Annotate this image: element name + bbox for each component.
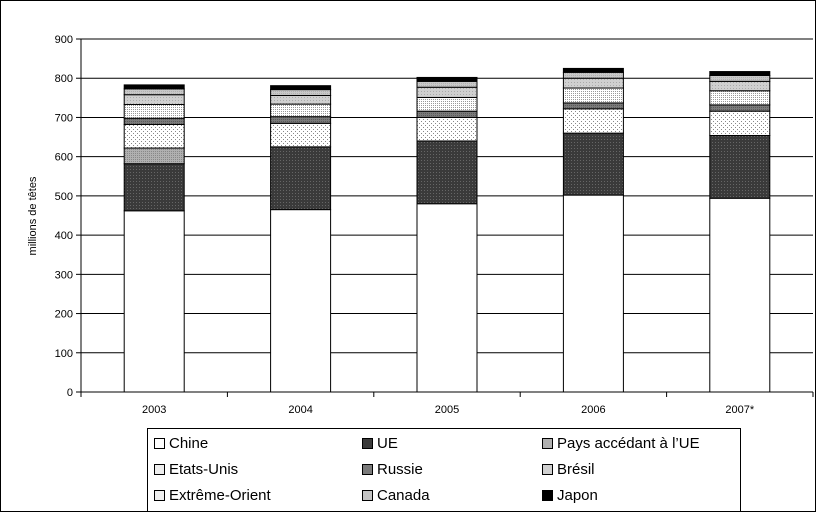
y-tick-labels: 0 100 200 300 400 500 600 700 800 900	[55, 34, 73, 399]
bar-segment-japon-2004	[270, 85, 332, 91]
legend-swatch	[154, 489, 165, 501]
bar-segment-russie-2007	[709, 104, 771, 112]
bar-segment-extr-me-orient-2004	[270, 103, 332, 118]
legend-swatch	[542, 437, 553, 449]
y-tick-label: 800	[55, 73, 73, 85]
legend-swatch	[154, 437, 165, 449]
legend-item: Japon	[542, 485, 598, 505]
legend-label: UE	[377, 434, 398, 452]
bar-segment-ue-2007	[709, 134, 771, 199]
y-tick-label: 100	[55, 348, 73, 360]
legend-swatch	[542, 463, 553, 475]
bar-segment-etats-unis-2005	[416, 116, 478, 142]
x-tick-labels: 2003 2004 2005 2006 2007*	[142, 404, 755, 416]
bar-segment-etats-unis-2004	[270, 122, 332, 148]
legend-item: Chine	[154, 433, 208, 453]
bar-segment-br-sil-2004	[270, 94, 332, 105]
bar-segment-chine-2004	[270, 209, 332, 393]
bar-segment-pays-acc-dant-l-ue-2003	[123, 147, 185, 165]
legend-label: Russie	[377, 460, 423, 478]
bar-segment-russie-2004	[270, 116, 332, 124]
bar-segment-extr-me-orient-2007	[709, 90, 771, 106]
y-tick-label: 300	[55, 269, 73, 281]
legend-item: UE	[362, 433, 398, 453]
bar-segment-canada-2005	[416, 80, 478, 88]
bar-segment-br-sil-2003	[123, 94, 185, 106]
bar-segment-canada-2006	[562, 71, 624, 79]
y-axis-label: millions de têtes	[27, 176, 39, 255]
bar-segment-russie-2006	[562, 102, 624, 110]
bar-segment-canada-2003	[123, 88, 185, 96]
bar-segment-ue-2006	[562, 132, 624, 196]
legend: Chine UE Pays accédant à l’UE Etats-Unis Rus…	[147, 428, 741, 512]
bar-segment-canada-2004	[270, 89, 332, 96]
x-tick-label: 2005	[435, 404, 459, 416]
bar-segment-ue-2004	[270, 146, 332, 211]
y-tick-label: 900	[55, 34, 73, 46]
legend-swatch	[154, 463, 165, 475]
legend-item: Extrême-Orient	[154, 485, 271, 505]
bar-segment-etats-unis-2007	[709, 110, 771, 136]
bar-segment-canada-2007	[709, 74, 771, 82]
legend-swatch	[542, 489, 553, 501]
x-tick-label: 2004	[288, 404, 312, 416]
bar-segment-chine-2006	[562, 194, 624, 393]
bar-segment-br-sil-2007	[709, 80, 771, 92]
y-tick-label: 400	[55, 230, 73, 242]
legend-swatch	[362, 437, 373, 449]
bar-segment-russie-2005	[416, 110, 478, 118]
bar-segment-chine-2003	[123, 210, 185, 393]
y-tick-label: 200	[55, 309, 73, 321]
bar-segment-extr-me-orient-2005	[416, 96, 478, 112]
legend-item: Russie	[362, 459, 423, 479]
bar-segment-chine-2005	[416, 203, 478, 393]
bar-segment-japon-2006	[562, 67, 624, 73]
y-tick-label: 600	[55, 152, 73, 164]
legend-label: Japon	[557, 486, 598, 504]
x-tick-label: 2006	[581, 404, 605, 416]
bar-segment-chine-2007	[709, 197, 771, 393]
bar-segment-br-sil-2005	[416, 86, 478, 98]
legend-item: Brésil	[542, 459, 595, 479]
bar-segment-japon-2005	[416, 76, 478, 82]
legend-item: Pays accédant à l’UE	[542, 433, 700, 453]
legend-swatch	[362, 463, 373, 475]
legend-label: Pays accédant à l’UE	[557, 434, 700, 452]
bar-segment-russie-2003	[123, 117, 185, 126]
legend-label: Canada	[377, 486, 430, 504]
bar-segment-ue-2003	[123, 163, 185, 212]
y-tick-label: 0	[67, 387, 73, 399]
x-tick-label: 2007*	[725, 404, 754, 416]
legend-label: Extrême-Orient	[169, 486, 271, 504]
legend-item: Etats-Unis	[154, 459, 238, 479]
legend-item: Canada	[362, 485, 430, 505]
y-tick-label: 700	[55, 112, 73, 124]
bar-segment-br-sil-2006	[562, 77, 624, 89]
legend-label: Chine	[169, 434, 209, 452]
bar-segment-extr-me-orient-2003	[123, 104, 185, 119]
bar-segment-extr-me-orient-2006	[562, 87, 624, 104]
bar-segment-japon-2003	[123, 84, 185, 90]
legend-label: Etats-Unis	[169, 460, 239, 478]
x-tick-label: 2003	[142, 404, 166, 416]
bars	[123, 67, 771, 393]
legend-swatch	[362, 489, 373, 501]
bar-segment-ue-2005	[416, 140, 478, 205]
bar-segment-japon-2007	[709, 71, 771, 76]
y-tick-label: 500	[55, 191, 73, 203]
bar-segment-etats-unis-2006	[562, 108, 624, 134]
legend-label: Brésil	[557, 460, 595, 478]
bar-segment-etats-unis-2003	[123, 124, 185, 149]
